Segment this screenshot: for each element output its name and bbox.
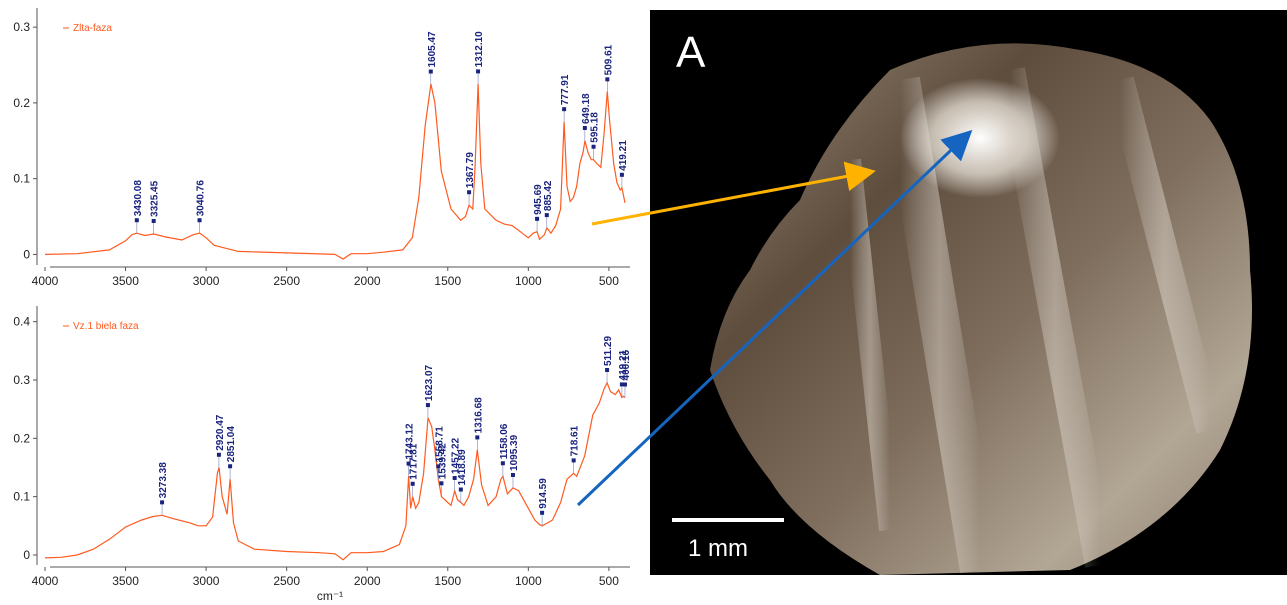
x-tick-label: 1000 — [515, 574, 542, 588]
peak-label: 3325.45 — [150, 180, 161, 217]
peak-label: 1605.47 — [427, 31, 438, 68]
peak-label: 777.91 — [560, 74, 571, 105]
peak-label: 1316.68 — [473, 397, 484, 434]
peak-marker — [582, 125, 587, 130]
x-tick-label: 2000 — [354, 574, 381, 588]
peak-marker — [605, 77, 610, 82]
x-tick-label: 2500 — [273, 574, 300, 588]
peak-marker — [535, 216, 540, 221]
peak-marker — [476, 69, 481, 74]
x-tick-label: 1500 — [434, 274, 461, 288]
y-tick-label: 0 — [23, 247, 30, 261]
peak-label: 595.18 — [590, 112, 601, 143]
crystal-photo: A 1 mm — [650, 10, 1287, 576]
peak-marker — [500, 461, 505, 466]
peak-label: 1539.42 — [437, 443, 448, 480]
peak-marker — [619, 172, 624, 177]
peak-marker — [151, 218, 156, 223]
peak-label: 1717.81 — [409, 443, 420, 480]
spectrum-chart-bottom: 0 0.1 0.2 0.3 0.4 4000 3500 3000 2500 2000 1500 100… — [13, 306, 632, 603]
peak-label: 2851.04 — [226, 426, 237, 463]
peak-label: 885.42 — [543, 180, 554, 211]
peak-marker — [134, 218, 139, 223]
peak-marker — [439, 481, 444, 486]
x-axis-label: cm⁻¹ — [317, 589, 343, 603]
peak-label: 400.16 — [621, 349, 632, 380]
x-tick-label: 3500 — [112, 574, 139, 588]
peak-marker — [591, 144, 596, 149]
peak-label: 649.18 — [581, 93, 592, 124]
x-tick-label: 4000 — [32, 574, 59, 588]
spectra-figure: 0 0.1 0.2 0.3 4000 3500 3000 2500 2000 1500 1000 50… — [13, 8, 632, 603]
peak-marker — [406, 461, 411, 466]
y-tick-label: 0.4 — [13, 315, 30, 329]
y-tick-label: 0 — [23, 548, 30, 562]
peak-marker — [562, 107, 567, 112]
legend-label: Zlta-faza — [73, 23, 112, 34]
x-tick-label: 2500 — [273, 274, 300, 288]
peak-marker — [622, 382, 627, 387]
spectrum-chart-top: 0 0.1 0.2 0.3 4000 3500 3000 2500 2000 1500 1000 50… — [13, 8, 630, 288]
peak-label: 509.61 — [603, 44, 614, 75]
peak-label: 718.61 — [570, 425, 581, 456]
peak-label: 3430.08 — [133, 180, 144, 217]
peak-label: 419.21 — [618, 140, 629, 171]
peak-label: 1312.10 — [474, 31, 485, 68]
peak-marker — [228, 464, 233, 469]
peak-label: 1457.22 — [451, 437, 462, 474]
peak-label: 2920.47 — [215, 414, 226, 451]
peak-marker — [467, 190, 472, 195]
x-tick-label: 3500 — [112, 274, 139, 288]
peak-label: 1743.12 — [405, 423, 416, 460]
panel-label: A — [676, 28, 706, 77]
scale-bar-label: 1 mm — [688, 535, 748, 562]
peak-marker — [540, 510, 545, 515]
peak-marker — [605, 368, 610, 373]
crystal-photo-image: A 1 mm — [650, 10, 1287, 576]
y-tick-label: 0.2 — [13, 431, 30, 445]
x-tick-label: 4000 — [32, 274, 59, 288]
peak-marker — [216, 452, 221, 457]
x-tick-label: 3000 — [193, 574, 220, 588]
peak-label: 945.69 — [533, 184, 544, 215]
peak-label: 1367.79 — [465, 152, 476, 189]
scale-bar — [672, 518, 784, 522]
x-tick-label: 500 — [599, 574, 619, 588]
peak-marker — [197, 218, 202, 223]
peak-label: 1095.39 — [509, 434, 520, 471]
peak-marker — [571, 458, 576, 463]
peak-marker — [458, 487, 463, 492]
spectrum-line — [44, 381, 626, 561]
peak-marker — [436, 464, 441, 469]
x-tick-label: 1500 — [434, 574, 461, 588]
x-tick-label: 500 — [599, 274, 619, 288]
peak-marker — [510, 472, 515, 477]
peak-label: 1623.07 — [424, 364, 435, 401]
peak-label: 1158.06 — [499, 423, 510, 459]
spectrum-line — [44, 83, 626, 260]
y-tick-label: 0.1 — [13, 490, 30, 504]
peak-marker — [544, 213, 549, 218]
peak-marker — [475, 435, 480, 440]
x-tick-label: 2000 — [354, 274, 381, 288]
y-tick-label: 0.1 — [13, 172, 30, 186]
x-tick-label: 3000 — [193, 274, 220, 288]
x-tick-label: 1000 — [515, 274, 542, 288]
peak-marker — [410, 481, 415, 486]
peak-marker — [160, 500, 165, 505]
peak-label: 511.29 — [603, 336, 614, 366]
peak-marker — [425, 403, 430, 408]
peak-label: 1558.71 — [434, 426, 445, 463]
peak-marker — [452, 475, 457, 480]
y-tick-label: 0.2 — [13, 96, 30, 110]
y-tick-label: 0.3 — [13, 373, 30, 387]
y-tick-label: 0.3 — [13, 20, 30, 34]
peak-marker — [428, 69, 433, 74]
peak-label: 1418.89 — [457, 449, 468, 486]
peak-label: 3040.76 — [196, 180, 207, 217]
legend-label: Vz.1 biela faza — [73, 321, 139, 332]
peak-label: 914.59 — [538, 478, 549, 509]
peak-label: 3273.38 — [158, 462, 169, 499]
